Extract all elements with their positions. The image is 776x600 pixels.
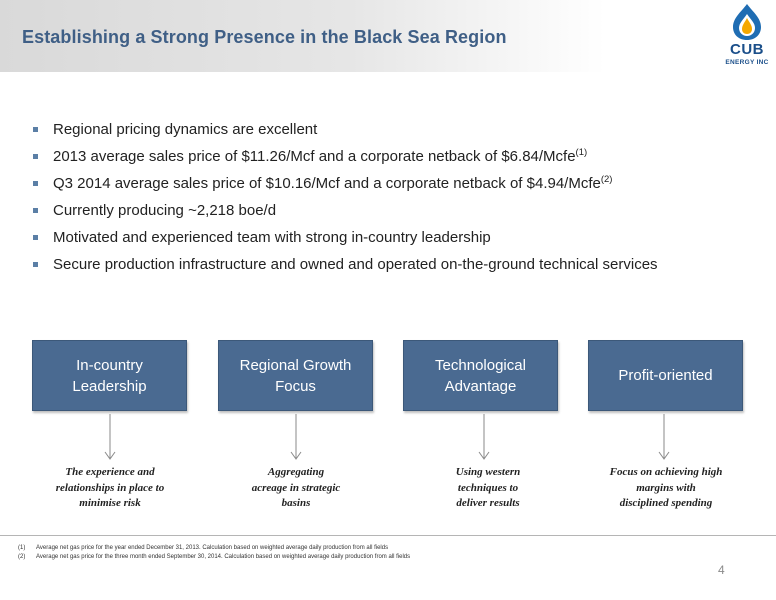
logo-subtitle: ENERGY INC bbox=[725, 59, 769, 66]
pillar-caption: Focus on achieving high margins with dis… bbox=[596, 465, 736, 512]
bullet-text: Q3 2014 average sales price of $10.16/Mc… bbox=[53, 175, 601, 192]
bullet-text: 2013 average sales price of $11.26/Mcf a… bbox=[53, 148, 576, 165]
caption-line: disciplined spending bbox=[619, 497, 713, 509]
arrow-down-icon bbox=[104, 414, 116, 460]
caption-line: relationships in place to bbox=[55, 481, 165, 494]
bullet-item: Currently producing ~2,218 boe/d bbox=[33, 201, 658, 228]
caption-line: Using western bbox=[455, 466, 521, 478]
square-bullet-icon bbox=[33, 208, 38, 213]
square-bullet-icon bbox=[33, 262, 38, 267]
footnote-ref: (1) bbox=[575, 147, 588, 158]
pillar-label-line1: In-country bbox=[76, 356, 143, 374]
footnote-number: (1) bbox=[18, 545, 26, 551]
bullet-item: Regional pricing dynamics are excellent bbox=[33, 120, 658, 147]
arrow-down-icon bbox=[478, 414, 490, 460]
pillar-box-technological-advantage: Technological Advantage bbox=[403, 340, 558, 411]
caption-line: techniques to bbox=[457, 481, 519, 494]
footnote: (1) Average net gas price for the year en… bbox=[18, 544, 410, 553]
pillar-label-line1: Profit-oriented bbox=[618, 367, 713, 384]
pillar-label-line1: Regional Growth bbox=[239, 356, 352, 374]
pillar-label-line2: Advantage bbox=[444, 377, 517, 395]
footnotes: (1) Average net gas price for the year en… bbox=[18, 544, 410, 562]
bullet-item: 2013 average sales price of $11.26/Mcf a… bbox=[33, 147, 658, 174]
flame-drop-icon bbox=[733, 4, 761, 40]
pillar-label-line2: Focus bbox=[275, 377, 316, 395]
pillar-box-regional-growth-focus: Regional Growth Focus bbox=[218, 340, 373, 411]
bullet-text: Motivated and experienced team with stro… bbox=[53, 229, 491, 246]
footnote-number: (2) bbox=[18, 554, 26, 560]
bullet-text: Secure production infrastructure and own… bbox=[53, 256, 658, 273]
pillar-caption: Using western techniques to deliver resu… bbox=[418, 465, 558, 512]
caption-line: The experience and bbox=[65, 466, 155, 478]
caption-line: basins bbox=[281, 497, 311, 509]
pillar-label-line2: Leadership bbox=[72, 377, 147, 395]
pillar-caption: Aggregating acreage in strategic basins bbox=[226, 465, 366, 512]
bullet-item: Motivated and experienced team with stro… bbox=[33, 228, 658, 255]
bullet-text: Currently producing ~2,218 boe/d bbox=[53, 202, 277, 219]
pillar-box-in-country-leadership: In-country Leadership bbox=[32, 340, 187, 411]
bullet-list: Regional pricing dynamics are excellent … bbox=[33, 120, 658, 282]
bullet-text: Regional pricing dynamics are excellent bbox=[53, 121, 318, 138]
bullet-item: Q3 2014 average sales price of $10.16/Mc… bbox=[33, 174, 658, 201]
square-bullet-icon bbox=[33, 181, 38, 186]
pillar-label-line1: Technological bbox=[435, 356, 526, 374]
bullet-item: Secure production infrastructure and own… bbox=[33, 255, 658, 282]
caption-line: minimise risk bbox=[79, 497, 141, 509]
arrow-down-icon bbox=[658, 414, 670, 460]
caption-line: deliver results bbox=[456, 497, 520, 509]
square-bullet-icon bbox=[33, 235, 38, 240]
header-band bbox=[0, 0, 776, 72]
footnote: (2) Average net gas price for the three m… bbox=[18, 553, 410, 562]
caption-line: margins with bbox=[636, 481, 696, 494]
pillar-box-profit-oriented: Profit-oriented bbox=[588, 340, 743, 411]
footnote-ref: (2) bbox=[600, 174, 613, 185]
square-bullet-icon bbox=[33, 154, 38, 159]
company-logo: CUB ENERGY INC bbox=[719, 2, 775, 70]
arrow-down-icon bbox=[290, 414, 302, 460]
caption-line: Focus on achieving high bbox=[609, 466, 723, 478]
footer-divider bbox=[0, 535, 776, 536]
logo-name: CUB bbox=[730, 41, 764, 58]
footnote-text: Average net gas price for the three mont… bbox=[36, 554, 411, 560]
slide-title: Establishing a Strong Presence in the Bl… bbox=[22, 27, 507, 47]
page-number: 4 bbox=[718, 563, 725, 577]
pillar-caption: The experience and relationships in plac… bbox=[40, 465, 180, 512]
caption-line: acreage in strategic bbox=[251, 481, 341, 494]
footnote-text: Average net gas price for the year ended… bbox=[36, 545, 389, 551]
square-bullet-icon bbox=[33, 127, 38, 132]
caption-line: Aggregating bbox=[267, 466, 325, 478]
